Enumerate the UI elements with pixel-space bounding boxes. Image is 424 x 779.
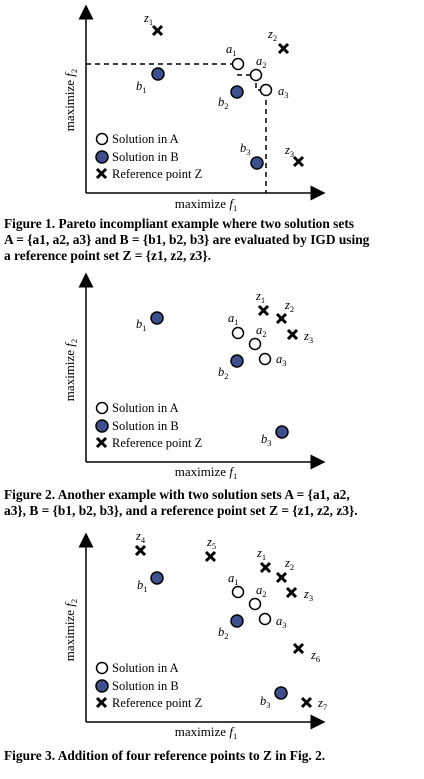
legend-z-marker <box>95 436 108 449</box>
b1-label: b1 <box>136 317 147 333</box>
legend: Solution in A Solution in B Reference po… <box>95 132 202 181</box>
z3-label: z3 <box>284 143 294 159</box>
z3-label: z3 <box>303 587 313 603</box>
legend-b-marker <box>95 150 109 164</box>
z1-label: z1 <box>255 289 265 305</box>
z4-label: z4 <box>135 529 146 545</box>
z3-marker <box>285 586 298 599</box>
y-axis-label: maximize f2 <box>62 69 79 131</box>
b1-label: b1 <box>136 79 147 95</box>
b1-marker <box>151 67 165 81</box>
a1-label: a1 <box>226 42 237 58</box>
a1-label: a1 <box>228 571 239 587</box>
a2-label: a2 <box>256 54 267 70</box>
figure-1-caption: Figure 1. Pareto incompliant example whe… <box>4 216 370 263</box>
z3-marker <box>292 155 305 168</box>
legend-a-marker <box>95 132 109 146</box>
a3-label: a3 <box>276 352 287 368</box>
a1-marker <box>231 57 245 71</box>
a1-marker <box>231 326 245 340</box>
z2-label: z2 <box>267 27 277 43</box>
x-axis-label: maximize f1 <box>175 196 237 213</box>
b2-label: b2 <box>218 365 229 381</box>
z5-marker <box>204 550 217 563</box>
legend-a-label: Solution in A <box>112 661 179 675</box>
figure-2: maximize f2 maximize f1 z1 z2 z3 a1 a2 a… <box>0 270 424 485</box>
figure-3-caption: Figure 3. Addition of four reference poi… <box>4 748 326 763</box>
z6-label: z6 <box>310 648 320 664</box>
b2-label: b2 <box>218 625 229 641</box>
legend-a-marker <box>95 661 109 675</box>
a3-marker <box>258 352 272 366</box>
a3-label: a3 <box>276 614 287 630</box>
b3-label: b3 <box>261 432 272 448</box>
b2-marker <box>230 85 244 99</box>
a1-marker <box>231 585 245 599</box>
z1-marker <box>257 304 270 317</box>
z2-marker <box>275 312 288 325</box>
a2-marker <box>249 68 263 82</box>
z4-marker <box>134 544 147 557</box>
b1-label: b1 <box>137 578 148 594</box>
x-axis-label: maximize f1 <box>175 464 237 481</box>
z1-marker <box>259 561 272 574</box>
a2-marker <box>248 337 262 351</box>
a3-marker <box>259 83 273 97</box>
legend-a-marker <box>95 401 109 415</box>
b3-label: b3 <box>240 141 251 157</box>
b2-label: b2 <box>218 95 229 111</box>
legend-b-label: Solution in B <box>112 679 179 693</box>
legend-z-label: Reference point Z <box>112 696 202 710</box>
z3-marker <box>286 328 299 341</box>
legend-z-label: Reference point Z <box>112 436 202 450</box>
y-axis-label: maximize f2 <box>62 339 79 401</box>
a3-marker <box>258 612 272 626</box>
legend-b-marker <box>95 679 109 693</box>
figure-1-plot: maximize f2 maximize f1 z1 z2 z3 a1 a2 a… <box>62 4 326 213</box>
legend: Solution in A Solution in B Reference po… <box>95 661 202 710</box>
b1-marker <box>150 311 164 325</box>
z2-marker <box>277 42 290 55</box>
a1-label: a1 <box>228 311 239 327</box>
z6-marker <box>292 642 305 655</box>
b3-marker <box>275 425 289 439</box>
z2-marker <box>275 571 288 584</box>
legend-a-label: Solution in A <box>112 401 179 415</box>
b1-marker <box>150 571 164 585</box>
z1-marker <box>151 24 164 37</box>
b3-marker <box>250 156 264 170</box>
legend-a-label: Solution in A <box>112 132 179 146</box>
z3-label: z3 <box>303 329 313 345</box>
figure-2-plot: maximize f2 maximize f1 z1 z2 z3 a1 a2 a… <box>62 272 326 481</box>
a2-label: a2 <box>256 323 267 339</box>
figure-3-plot: maximize f2 maximize f1 z4 z5 z1 z2 z3 z… <box>62 529 327 741</box>
legend-b-marker <box>95 419 109 433</box>
a2-label: a2 <box>256 583 267 599</box>
legend-z-label: Reference point Z <box>112 167 202 181</box>
a3-label: a3 <box>278 84 289 100</box>
z1-label: z1 <box>143 11 153 27</box>
z7-marker <box>300 696 313 709</box>
legend-z-marker <box>95 696 108 709</box>
legend: Solution in A Solution in B Reference po… <box>95 401 202 450</box>
legend-b-label: Solution in B <box>112 419 179 433</box>
b2-marker <box>230 614 244 628</box>
z2-label: z2 <box>284 556 294 572</box>
figure-1: maximize f2 maximize f1 z1 z2 z3 a1 a2 a… <box>0 0 424 215</box>
z7-label: z7 <box>317 696 327 712</box>
a2-marker <box>248 597 262 611</box>
b3-label: b3 <box>260 694 271 710</box>
z1-label: z1 <box>256 546 266 562</box>
legend-b-label: Solution in B <box>112 150 179 164</box>
legend-z-marker <box>95 167 108 180</box>
z5-label: z5 <box>206 535 216 551</box>
y-axis-label: maximize f2 <box>62 599 79 661</box>
figure-3: maximize f2 maximize f1 z4 z5 z1 z2 z3 z… <box>0 529 424 745</box>
z2-label: z2 <box>284 298 294 314</box>
b3-marker <box>274 686 288 700</box>
figure-2-caption: Figure 2. Another example with two solut… <box>4 487 358 518</box>
b2-marker <box>230 354 244 368</box>
x-axis-label: maximize f1 <box>175 724 237 741</box>
